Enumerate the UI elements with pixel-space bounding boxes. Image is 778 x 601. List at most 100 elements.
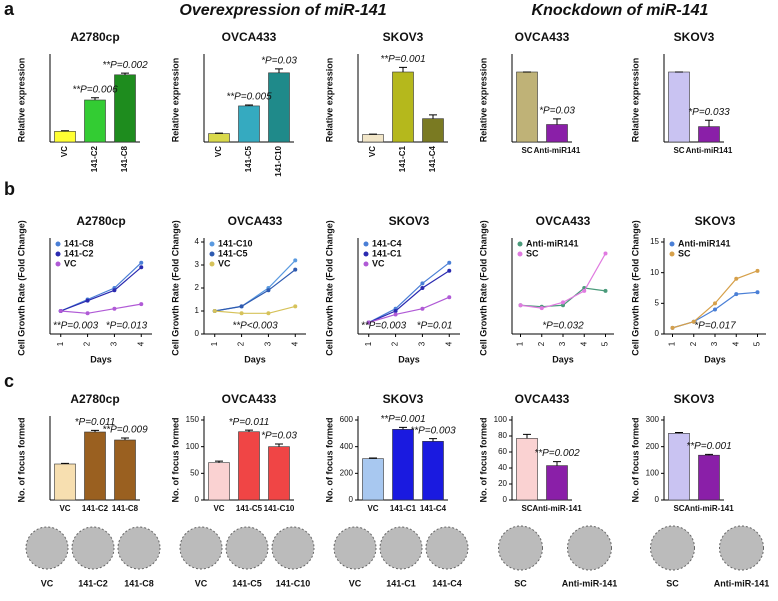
x-axis-label: Days (552, 354, 574, 364)
bar (669, 72, 690, 142)
panel-label: c (4, 371, 14, 391)
photo-label: 141-C1 (386, 578, 416, 588)
x-tick-label: 1 (668, 341, 677, 346)
y-tick-label: 0 (195, 329, 200, 338)
colony-photo (272, 527, 314, 569)
error-bar (553, 462, 561, 466)
point (734, 292, 738, 296)
x-tick-label: 141-C5 (236, 504, 263, 513)
bar (423, 441, 444, 500)
point (604, 252, 608, 256)
point (734, 277, 738, 281)
x-axis-label: Days (90, 354, 112, 364)
y-axis-label: No. of focus formed (324, 418, 334, 503)
x-tick-label: Anti-miR141 (534, 146, 581, 155)
section-header: Overexpression of miR-141 (179, 2, 386, 19)
y-axis-label: Relative expression (16, 58, 26, 143)
point (604, 289, 608, 293)
chart-title: OVCA433 (228, 214, 283, 228)
y-tick-label: 4 (195, 237, 200, 246)
point (582, 289, 586, 293)
point (420, 307, 424, 311)
legend-label: 141-C2 (64, 248, 94, 258)
x-tick-label: 1 (210, 341, 219, 346)
section-header: Knockdown of miR-141 (532, 2, 709, 19)
y-axis-label: Cell Growth Rate (Fold Change) (16, 220, 26, 356)
x-tick-label: VC (214, 146, 223, 157)
colony-photo (426, 527, 468, 569)
x-tick-label: 4 (136, 341, 145, 346)
bar (547, 466, 568, 500)
x-tick-label: 4 (444, 341, 453, 346)
photo-label: VC (195, 578, 208, 588)
series-line (61, 263, 142, 311)
legend-label: SC (678, 248, 691, 258)
photo-label: SC (514, 578, 527, 588)
photo-label: SC (666, 578, 679, 588)
colony-photo (72, 527, 114, 569)
series-line (215, 306, 296, 313)
y-axis-label: Cell Growth Rate (Fold Change) (478, 220, 488, 356)
point (756, 290, 760, 294)
error-bar (275, 444, 283, 447)
bar (393, 429, 414, 500)
y-tick-label: 200 (646, 442, 660, 451)
bar (699, 455, 720, 500)
point (293, 304, 297, 308)
bar (85, 100, 106, 142)
colony-photo (334, 527, 376, 569)
x-tick-label: 141-C10 (264, 504, 295, 513)
point (540, 306, 544, 310)
y-tick-label: 15 (650, 237, 659, 246)
p-value: **P=0.001 (686, 441, 731, 452)
panel-label: a (4, 0, 15, 19)
y-tick-label: 5 (655, 298, 660, 307)
y-tick-label: 50 (190, 468, 199, 477)
series-line (369, 263, 450, 323)
point (293, 268, 297, 272)
bar (393, 72, 414, 142)
x-tick-label: 141-C8 (120, 145, 129, 172)
y-tick-label: 1 (195, 306, 200, 315)
error-bar (429, 115, 437, 119)
y-tick-label: 300 (646, 415, 660, 424)
point (394, 309, 398, 313)
x-tick-label: SC (673, 146, 684, 155)
y-tick-label: 400 (340, 442, 354, 451)
point (59, 309, 63, 313)
point (112, 288, 116, 292)
series-line (215, 270, 296, 311)
legend-marker (364, 252, 369, 257)
point (713, 301, 717, 305)
legend-label: 141-C8 (64, 238, 94, 248)
p-value: **P=0.002 (534, 448, 580, 459)
x-tick-label: 141-C1 (398, 145, 407, 172)
p-value: **P=0.003 (53, 321, 99, 332)
colony-photo (226, 527, 268, 569)
photo-label: VC (349, 578, 362, 588)
y-tick-label: 2 (195, 283, 200, 292)
colony-photo (651, 526, 695, 570)
legend-marker (364, 242, 369, 247)
y-tick-label: 600 (340, 415, 354, 424)
chart-title: SKOV3 (383, 30, 424, 44)
error-bar (429, 439, 437, 442)
p-value: **P=0.001 (380, 414, 425, 425)
point (139, 261, 143, 265)
chart-title: OVCA433 (222, 392, 277, 406)
bar (115, 440, 136, 500)
p-value: **P=0.001 (380, 54, 425, 65)
x-tick-label: VC (368, 146, 377, 157)
x-tick-label: SC (521, 146, 532, 155)
point (671, 326, 675, 330)
bar (269, 73, 290, 142)
chart-title: A2780cp (76, 214, 125, 228)
x-tick-label: 2 (537, 341, 546, 346)
x-tick-label: 1 (364, 341, 373, 346)
point (86, 311, 90, 315)
x-axis-label: Days (398, 354, 420, 364)
bar (517, 72, 538, 142)
x-tick-label: 2 (237, 341, 246, 346)
point (561, 300, 565, 304)
